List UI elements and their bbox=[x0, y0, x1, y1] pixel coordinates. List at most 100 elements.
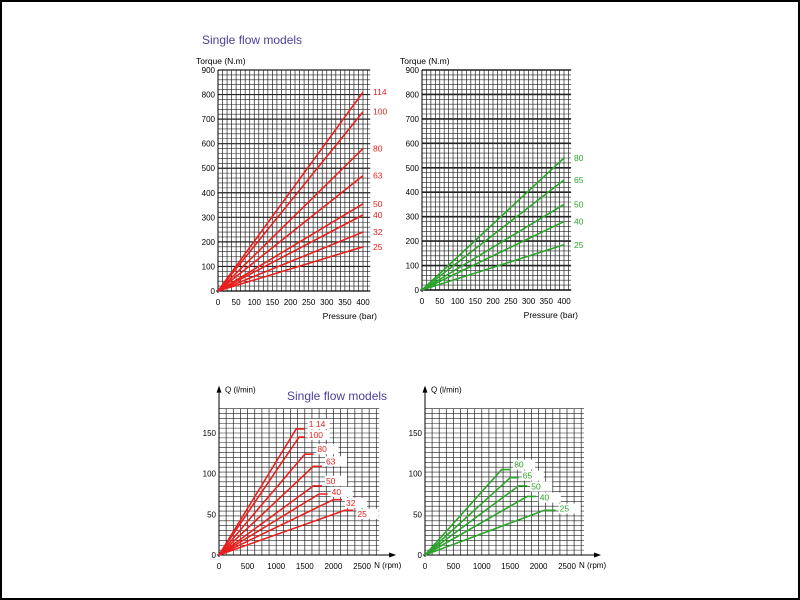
series-line-50 bbox=[217, 203, 364, 292]
series-label: 80 bbox=[373, 144, 383, 154]
series-label: 65 bbox=[574, 175, 584, 185]
series-label-background bbox=[316, 444, 339, 455]
series-label-background bbox=[324, 475, 347, 486]
x-tick-label: 300 bbox=[522, 297, 536, 306]
series-line-65 bbox=[421, 179, 565, 291]
x-tick-label: 50 bbox=[435, 297, 444, 306]
x-tick-label: 100 bbox=[451, 297, 465, 306]
y-tick-label: 100 bbox=[202, 262, 216, 271]
x-tick-label: 350 bbox=[540, 297, 554, 306]
y-tick-label: 800 bbox=[202, 91, 216, 100]
x-axis-label: Pressure (bar) bbox=[524, 310, 578, 320]
series-label: 40 bbox=[540, 493, 550, 503]
y-tick-label: 300 bbox=[202, 213, 216, 222]
series-label-background bbox=[513, 459, 536, 470]
y-tick-label: 0 bbox=[418, 551, 423, 560]
series-label: 50 bbox=[574, 199, 584, 209]
series-line-40 bbox=[421, 220, 565, 291]
y-tick-label: 0 bbox=[415, 286, 420, 295]
series-label-background bbox=[324, 456, 347, 467]
x-tick-label: 50 bbox=[232, 298, 241, 307]
x-tick-label: 500 bbox=[241, 562, 255, 571]
x-tick-label: 300 bbox=[320, 298, 334, 307]
series-label: 25 bbox=[560, 504, 570, 514]
series-label: 40 bbox=[332, 487, 342, 497]
series-line-50 bbox=[424, 485, 528, 556]
series-label-background bbox=[356, 508, 379, 519]
series-label-background bbox=[344, 497, 367, 508]
series-label: 40 bbox=[574, 217, 584, 227]
series-label-background bbox=[307, 429, 330, 440]
y-tick-label: 400 bbox=[202, 189, 216, 198]
x-tick-label: 200 bbox=[486, 297, 500, 306]
series-label: 80 bbox=[317, 444, 327, 454]
x-tick-label: 1500 bbox=[501, 562, 519, 571]
series-label: 32 bbox=[346, 498, 356, 508]
x-tick-label: 150 bbox=[266, 298, 280, 307]
series-label: 80 bbox=[574, 153, 584, 163]
series-line-50 bbox=[421, 203, 565, 291]
series-line-40 bbox=[217, 214, 364, 292]
series-line-25 bbox=[424, 509, 556, 556]
series-line-40 bbox=[424, 495, 536, 556]
y-tick-label: 100 bbox=[406, 262, 420, 271]
y-tick-label: 200 bbox=[406, 237, 420, 246]
series-label-background bbox=[530, 481, 553, 492]
x-tick-label: 2000 bbox=[530, 562, 548, 571]
series-label: 32 bbox=[373, 227, 383, 237]
series-line-100 bbox=[217, 111, 364, 292]
y-tick-label: 0 bbox=[212, 551, 217, 560]
series-label: 65 bbox=[523, 471, 533, 481]
series-label: 25 bbox=[373, 242, 383, 252]
y-tick-label: 200 bbox=[202, 238, 216, 247]
chart-1: 0 50 100 150 200 250 300 350 400 0 100 200 300 400 500… bbox=[196, 33, 387, 321]
chart-2: 0 50 100 150 200 250 300 350 4000100200300400500… bbox=[400, 56, 584, 320]
series-label: 100 bbox=[309, 430, 323, 440]
series-line-32 bbox=[217, 231, 364, 292]
y-tick-label: 0 bbox=[211, 287, 216, 296]
x-tick-label: 1000 bbox=[267, 562, 285, 571]
series-line-25 bbox=[218, 509, 354, 556]
x-tick-label: 400 bbox=[356, 298, 370, 307]
chart-title: Single flow models bbox=[287, 389, 387, 403]
x-tick-label: 250 bbox=[504, 297, 518, 306]
y-axis-label: Q (l/min) bbox=[225, 386, 256, 395]
series-label: 50 bbox=[373, 199, 383, 209]
x-tick-label: 0 bbox=[420, 297, 425, 306]
x-axis-arrow bbox=[594, 552, 602, 558]
series-label: 50 bbox=[531, 482, 541, 492]
x-axis-label: N (rpm) bbox=[579, 561, 606, 570]
x-axis-label: N (rpm) bbox=[374, 561, 401, 570]
x-tick-label: 350 bbox=[338, 298, 352, 307]
series-line-40 bbox=[218, 493, 328, 556]
series-line-114 bbox=[217, 91, 364, 292]
chart-4: 0 500 1000 1500 2000 2500 0 50 100 150 Q (l/min) N … bbox=[409, 385, 606, 571]
series-line-80 bbox=[217, 148, 364, 292]
series-line-80 bbox=[218, 453, 314, 556]
series-line-32 bbox=[218, 498, 342, 556]
y-tick-label: 50 bbox=[207, 510, 216, 519]
x-axis-label: Pressure (bar) bbox=[323, 311, 377, 321]
x-tick-label: 0 bbox=[217, 562, 222, 571]
y-tick-label: 400 bbox=[406, 188, 420, 197]
x-tick-label: 0 bbox=[216, 298, 221, 307]
series-label-background bbox=[330, 486, 353, 497]
y-tick-label: 700 bbox=[406, 115, 420, 124]
series-line-80 bbox=[424, 468, 511, 556]
series-line-80 bbox=[421, 157, 565, 291]
x-tick-label: 2500 bbox=[353, 562, 371, 571]
x-tick-label: 250 bbox=[302, 298, 316, 307]
chart-3: 0 500 1000 1500 2000 2500 0 50 100 150 Q (l/min) N … bbox=[203, 385, 402, 571]
chart-title: Single flow models bbox=[202, 33, 302, 47]
series-label-background bbox=[558, 503, 581, 514]
series-label: 80 bbox=[514, 460, 524, 470]
y-tick-label: 500 bbox=[202, 164, 216, 173]
series-label: 50 bbox=[326, 476, 336, 486]
series-label-background bbox=[538, 492, 561, 503]
x-tick-label: 0 bbox=[423, 562, 428, 571]
x-tick-label: 200 bbox=[284, 298, 298, 307]
x-tick-label: 1500 bbox=[296, 562, 314, 571]
x-tick-label: 100 bbox=[248, 298, 262, 307]
y-tick-label: 150 bbox=[409, 429, 423, 438]
